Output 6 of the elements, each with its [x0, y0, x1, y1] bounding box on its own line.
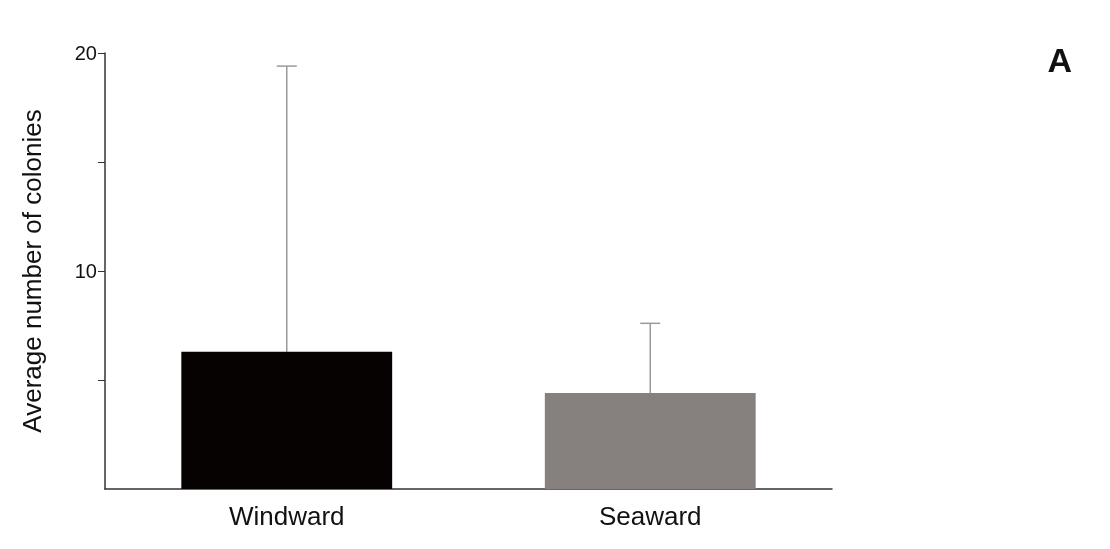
x-tick-label: Seaward — [598, 501, 702, 531]
y-axis-title: Average number of colonies — [17, 109, 47, 433]
text: A — [1047, 41, 1073, 79]
y-tick-label: 10 — [74, 260, 97, 282]
x-tick-label: Windward — [228, 501, 345, 531]
y-tick-label: 20 — [74, 42, 97, 64]
